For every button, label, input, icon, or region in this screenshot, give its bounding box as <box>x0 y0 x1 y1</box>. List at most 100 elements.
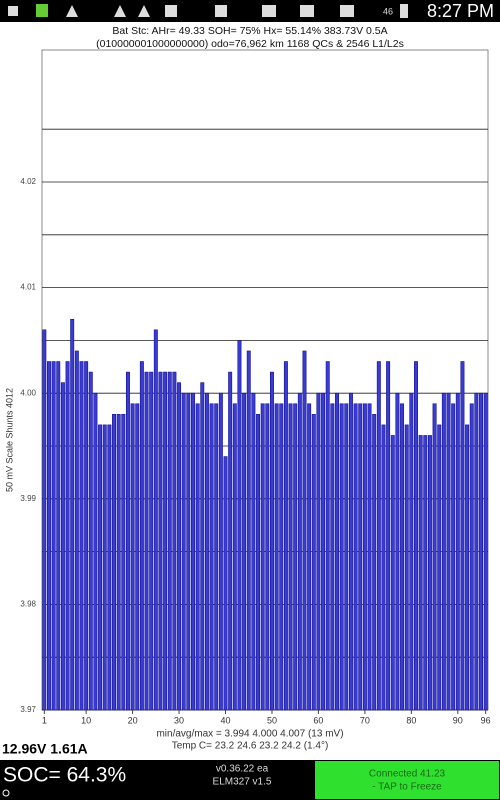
bar <box>237 340 242 711</box>
icon <box>114 5 126 17</box>
status-icons <box>8 4 408 18</box>
x-tick-label: 70 <box>360 715 370 725</box>
x-tick-label: 10 <box>81 715 91 725</box>
header-line: (010000001000000000) odo=76,962 km 1168 … <box>96 38 404 50</box>
bar <box>177 382 182 711</box>
bar <box>74 350 79 711</box>
bar <box>330 403 335 711</box>
bar <box>51 361 56 711</box>
icon <box>66 5 78 17</box>
bar <box>65 361 70 711</box>
bar <box>386 361 391 711</box>
bar <box>204 392 209 711</box>
bar <box>390 435 395 711</box>
icon <box>138 5 150 17</box>
bar <box>130 403 135 711</box>
bar <box>339 403 344 711</box>
bar <box>455 392 460 711</box>
bar <box>251 392 256 711</box>
bar <box>418 435 423 711</box>
bar <box>325 361 330 711</box>
bar <box>437 424 442 711</box>
bar <box>316 392 321 711</box>
indicator <box>2 789 10 797</box>
pack-voltage: 12.96V 1.61A <box>2 741 88 757</box>
bar <box>353 403 358 711</box>
bar <box>79 361 84 711</box>
bar <box>372 414 377 711</box>
bar <box>260 403 265 711</box>
icon <box>8 6 18 16</box>
bar <box>265 403 270 711</box>
bar <box>112 414 116 711</box>
bar <box>483 392 488 711</box>
bar <box>311 414 316 711</box>
bar <box>423 435 428 711</box>
bar <box>474 392 479 711</box>
soc: SOC= 64.3% <box>3 764 126 787</box>
bar <box>149 371 154 711</box>
bar <box>218 392 223 711</box>
bar <box>335 392 339 711</box>
bar <box>242 392 247 711</box>
icon <box>36 4 48 17</box>
bar <box>102 424 107 711</box>
bar <box>409 392 414 711</box>
bar <box>469 403 474 711</box>
bar <box>344 403 349 711</box>
icon <box>262 5 276 17</box>
bar <box>116 414 121 711</box>
bar <box>186 392 191 711</box>
bar <box>441 392 446 711</box>
bar <box>158 371 163 711</box>
bar <box>56 361 61 711</box>
bar <box>107 424 112 711</box>
bar <box>42 329 47 711</box>
bar <box>288 403 293 711</box>
bar <box>135 403 140 711</box>
bar <box>84 361 89 711</box>
x-tick-label: 20 <box>128 715 138 725</box>
adapter: ELM327 v1.5 <box>213 777 272 788</box>
bar <box>376 361 381 711</box>
status[interactable]: Connected 41.23 <box>369 769 446 780</box>
y-tick-label: 4.02 <box>20 177 36 186</box>
x-tick-label: 30 <box>174 715 184 725</box>
bar <box>246 350 251 711</box>
bar <box>465 424 470 711</box>
bar <box>395 392 400 711</box>
bar <box>321 392 326 711</box>
bar <box>432 403 437 711</box>
connect-button[interactable] <box>315 761 499 799</box>
bar <box>283 361 288 711</box>
clock: 8:27 PM <box>427 1 494 21</box>
x-tick-label: 40 <box>221 715 231 725</box>
y-tick-label: 3.99 <box>20 494 36 503</box>
y-tick-label: 3.97 <box>20 705 36 714</box>
signal: 46 <box>383 6 393 16</box>
bar <box>256 414 261 711</box>
bar <box>139 361 144 711</box>
bar <box>460 361 465 711</box>
icon <box>340 5 354 17</box>
bar <box>93 392 98 711</box>
bar <box>427 435 432 711</box>
bar <box>362 403 367 711</box>
y-tick-label: 3.98 <box>20 600 36 609</box>
bar <box>209 403 214 711</box>
y-axis-label: 50 mV Scale Shunts 4012 <box>4 388 14 492</box>
status[interactable]: - TAP to Freeze <box>372 782 442 793</box>
bar <box>191 392 195 711</box>
bar <box>163 371 168 711</box>
bar <box>121 414 126 711</box>
bar <box>269 371 274 711</box>
icon <box>165 5 177 17</box>
x-tick-label: 90 <box>453 715 463 725</box>
bar <box>414 361 418 711</box>
y-tick-label: 4.00 <box>20 388 36 397</box>
bar <box>195 403 200 711</box>
bar <box>302 350 307 711</box>
bar <box>274 403 279 711</box>
